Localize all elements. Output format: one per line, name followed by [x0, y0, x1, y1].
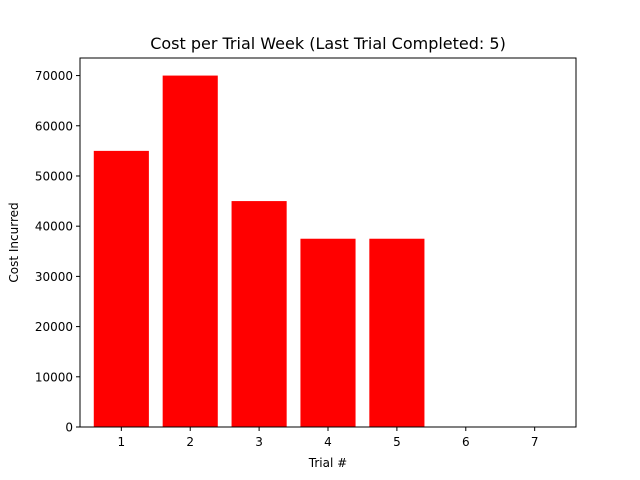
- bar-trial-5: [369, 238, 425, 427]
- x-tick-label: 5: [393, 435, 401, 449]
- x-tick-label: 4: [324, 435, 332, 449]
- x-tick-label: 2: [186, 435, 194, 449]
- chart-title: Cost per Trial Week (Last Trial Complete…: [150, 34, 506, 53]
- y-tick-label: 10000: [35, 370, 73, 384]
- y-tick-label: 20000: [35, 320, 73, 334]
- y-tick-label: 30000: [35, 270, 73, 284]
- bar-trial-2: [162, 75, 218, 428]
- plot-area: [93, 75, 425, 428]
- y-tick-label: 50000: [35, 169, 73, 183]
- x-tick-label: 7: [531, 435, 539, 449]
- x-axis-label: Trial #: [308, 456, 347, 470]
- y-tick-label: 70000: [35, 69, 73, 83]
- y-tick-label: 60000: [35, 119, 73, 133]
- y-tick-label: 40000: [35, 220, 73, 234]
- y-axis-label: Cost Incurred: [7, 202, 21, 282]
- x-tick-label: 6: [462, 435, 470, 449]
- x-tick-label: 1: [118, 435, 126, 449]
- x-tick-label: 3: [255, 435, 263, 449]
- bar-trial-1: [93, 150, 149, 427]
- bar-trial-3: [231, 201, 287, 427]
- bar-trial-4: [300, 238, 356, 427]
- y-tick-label: 0: [65, 421, 73, 435]
